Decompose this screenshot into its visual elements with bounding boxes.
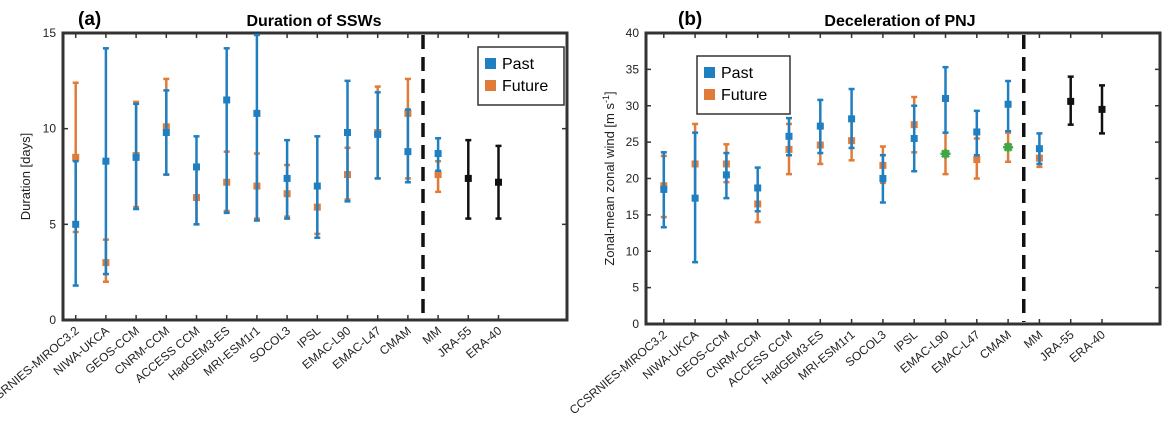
legend-swatch [704, 89, 715, 100]
data-point [848, 115, 856, 123]
y-tick-label: 5 [632, 281, 639, 295]
data-point [283, 174, 291, 182]
data-point [464, 174, 472, 182]
data-point [660, 185, 668, 193]
data-point [879, 175, 887, 182]
y-tick-label: 0 [49, 313, 56, 327]
y-axis-label: Duration [days] [18, 133, 33, 220]
data-point [102, 157, 110, 165]
y-tick-label: 10 [626, 244, 640, 258]
legend-box [696, 55, 791, 115]
data-point [495, 178, 502, 186]
legend-label: Past [502, 56, 535, 73]
data-point [193, 163, 200, 171]
y-tick-label: 30 [626, 99, 640, 113]
data-point [910, 134, 918, 142]
data-point [785, 132, 793, 140]
x-tick-label: MM [1021, 328, 1045, 352]
legend-swatch [485, 58, 496, 69]
data-point [691, 194, 699, 202]
data-point [72, 153, 80, 161]
chart-title: Duration of SSWs [246, 13, 381, 30]
data-point [1098, 105, 1106, 113]
data-point [754, 184, 762, 192]
x-tick-label: ERA-40 [1067, 327, 1108, 365]
data-point [973, 156, 981, 164]
data-point [1035, 145, 1043, 153]
data-point [374, 130, 382, 138]
data-point [1067, 97, 1075, 105]
data-point [942, 94, 949, 102]
data-point [162, 128, 170, 136]
legend-label: Past [721, 65, 754, 82]
y-tick-label: 10 [43, 122, 57, 136]
data-point [404, 148, 412, 156]
y-tick-label: 20 [626, 172, 640, 186]
y-tick-label: 35 [626, 62, 640, 76]
legend-box [477, 46, 565, 106]
data-point [344, 128, 351, 136]
data-point [132, 153, 140, 161]
data-point [1004, 100, 1012, 108]
panel-a: 051015CCSRNIES-MIROC3.2NIWA-UKCAGEOS-CCM… [0, 9, 569, 413]
legend-swatch [704, 67, 715, 78]
legend: Past Future [696, 55, 791, 115]
legend-swatch [485, 80, 496, 91]
legend-label: Future [502, 78, 548, 95]
y-tick-label: 15 [626, 208, 640, 222]
y-tick-label: 15 [43, 26, 57, 40]
y-tick-label: 0 [632, 317, 639, 331]
panel-b: 0510152025303540CCSRNIES-MIROC3.2NIWA-UK… [567, 9, 1162, 417]
legend: Past Future [477, 46, 565, 106]
y-axis-label: Zonal-mean zonal wind [m s-1] [601, 91, 617, 265]
y-tick-label: 25 [626, 135, 640, 149]
x-tick-label: CMAM [977, 328, 1014, 362]
plot-frame [61, 31, 569, 322]
green-star-marker [940, 148, 951, 159]
data-point [816, 122, 824, 130]
y-tick-label: 5 [49, 217, 56, 231]
x-tick-label: CMAM [377, 324, 414, 358]
data-point [253, 109, 261, 117]
y-tick-label: 40 [626, 26, 640, 40]
panel-letter: (a) [78, 9, 101, 30]
chart-title: Deceleration of PNJ [824, 13, 975, 30]
data-point [973, 128, 981, 136]
data-point [313, 182, 321, 190]
data-point [223, 96, 231, 104]
data-point [434, 171, 442, 179]
legend-label: Future [721, 87, 767, 104]
data-point [72, 220, 80, 228]
panel-letter: (b) [678, 9, 702, 30]
data-point [434, 150, 442, 158]
data-point [722, 171, 730, 179]
green-star-marker [1003, 142, 1014, 153]
